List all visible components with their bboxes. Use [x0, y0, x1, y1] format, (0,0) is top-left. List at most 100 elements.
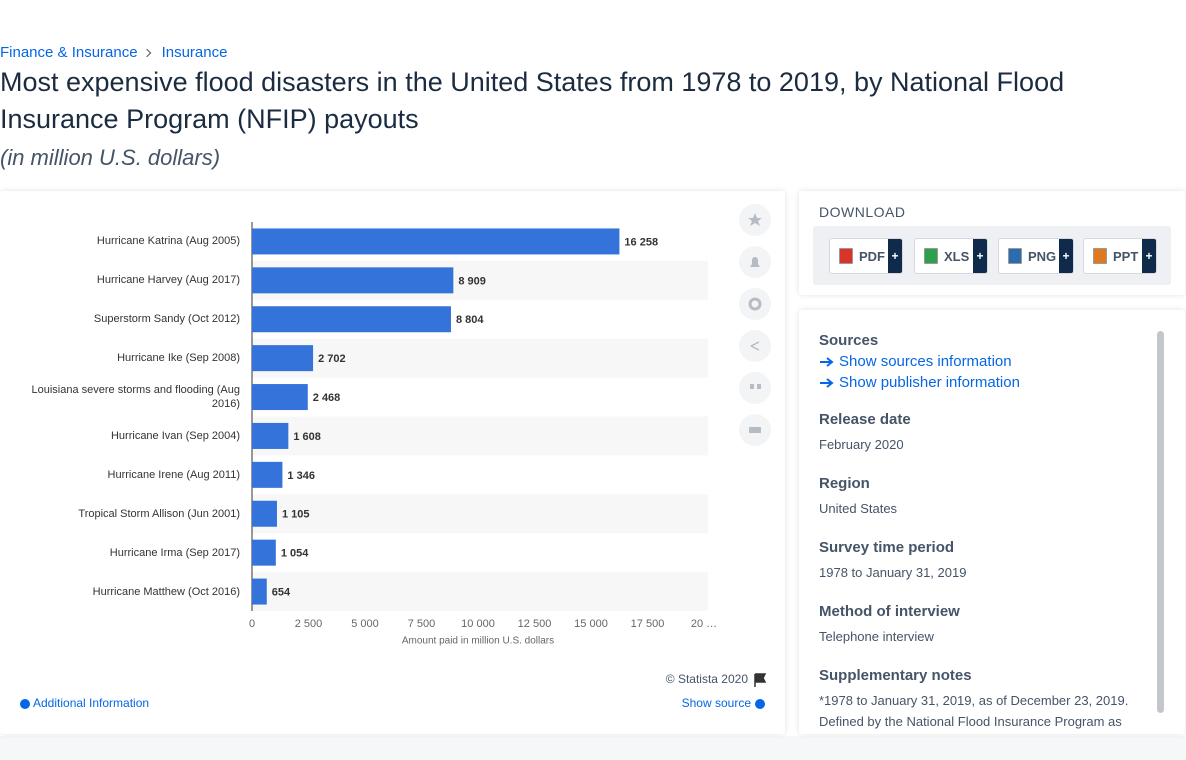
- arrow-icon: [820, 377, 834, 388]
- data-label: 1 054: [281, 548, 309, 560]
- breadcrumb-link[interactable]: Finance & Insurance: [0, 44, 138, 61]
- x-tick-label: 10 000: [461, 618, 495, 630]
- bar: [252, 500, 277, 527]
- detail-value: Telephone interview: [819, 629, 934, 644]
- arrow-icon: [820, 377, 834, 388]
- download-title: DOWNLOAD: [819, 204, 906, 220]
- show-source-link[interactable]: Show source: [682, 696, 752, 710]
- category-label: Louisiana severe storms and flooding (Au…: [31, 384, 240, 411]
- breadcrumb: Finance & Insurance Insurance: [0, 44, 227, 61]
- cite-button[interactable]: [739, 372, 771, 404]
- bar: [252, 422, 289, 449]
- gear-icon: [748, 297, 762, 311]
- detail-value: United States: [819, 501, 898, 516]
- chart-card: 16 258 8 909 8 804 2 702 2 468 1 608 1 346 1 10…: [0, 191, 785, 734]
- settings-button[interactable]: [739, 288, 771, 320]
- data-label: 8 909: [458, 275, 486, 287]
- quote-icon: [750, 384, 754, 389]
- format-label: PDF: [859, 248, 885, 264]
- download-button[interactable]: XLS +: [914, 238, 988, 274]
- bar: [252, 461, 283, 488]
- source-link-text[interactable]: Show publisher information: [839, 374, 1020, 391]
- source-link-text[interactable]: Show sources information: [839, 353, 1012, 370]
- detail-value: February 2020: [819, 437, 904, 452]
- format-label: XLS: [944, 248, 970, 264]
- download-button[interactable]: PDF +: [829, 238, 903, 274]
- category-label: Tropical Storm Allison (Jun 2001): [78, 507, 240, 520]
- bar: [252, 345, 314, 372]
- info-icon: [755, 699, 765, 709]
- detail-label: Method of interview: [819, 603, 960, 620]
- details: Sources Show sources information Show pub…: [819, 332, 1134, 734]
- x-tick-label: 15 000: [574, 618, 608, 630]
- print-icon: [749, 427, 761, 433]
- x-tick-label: 2 500: [295, 618, 323, 630]
- plot-area: 16 258 8 909 8 804 2 702 2 468 1 608 1 346 1 10…: [249, 222, 717, 647]
- row-stripe: [252, 572, 708, 611]
- more-button[interactable]: +: [888, 239, 902, 273]
- more-button[interactable]: +: [973, 239, 987, 273]
- detail-label: Supplementary notes: [819, 667, 972, 684]
- file-icon: [924, 248, 938, 264]
- data-label: 8 804: [456, 314, 484, 326]
- x-tick-label: 12 500: [518, 618, 552, 630]
- scrollbar[interactable]: [1157, 331, 1164, 713]
- quote-icon: [757, 384, 761, 389]
- row-stripe: [252, 494, 708, 534]
- more-button[interactable]: +: [1142, 239, 1156, 273]
- x-tick-label: 0: [249, 618, 255, 630]
- detail-items: Release date February 2020 Region United St…: [819, 411, 1134, 734]
- file-icon: [839, 248, 853, 264]
- row-stripe: [252, 338, 708, 378]
- flag-icon[interactable]: [754, 673, 767, 687]
- data-label: 1 608: [293, 431, 321, 443]
- category-label: Hurricane Irma (Sep 2017): [109, 546, 240, 559]
- more-button[interactable]: +: [1059, 239, 1073, 273]
- data-label: 16 258: [624, 236, 658, 248]
- category-label: Hurricane Matthew (Oct 2016): [92, 585, 240, 598]
- download-card: DOWNLOAD PDF + XLS + PNG + PPT +: [799, 191, 1185, 295]
- data-label: 1 346: [287, 470, 315, 482]
- source-link[interactable]: Show publisher information: [819, 374, 1134, 391]
- data-label: 654: [272, 586, 291, 598]
- info-icon: [20, 699, 30, 709]
- data-label: 2 468: [313, 392, 341, 404]
- x-tick-label: 7 500: [408, 618, 436, 630]
- page-subtitle: (in million U.S. dollars): [0, 145, 221, 170]
- page-title: Most expensive flood disasters in the Un…: [0, 67, 1065, 134]
- share-button[interactable]: [739, 330, 771, 362]
- download-button[interactable]: PNG +: [998, 238, 1074, 274]
- category-label: Hurricane Irene (Aug 2011): [107, 468, 240, 481]
- category-label: Superstorm Sandy (Oct 2012): [93, 313, 240, 326]
- copyright: © Statista 2020: [666, 672, 749, 686]
- bar: [252, 267, 454, 294]
- bell-icon: [750, 257, 760, 267]
- category-label: Hurricane Ivan (Sep 2004): [110, 429, 240, 442]
- chart: 16 258 8 909 8 804 2 702 2 468 1 608 1 346 1 10…: [20, 204, 771, 710]
- bar: [252, 384, 308, 411]
- detail-label: Survey time period: [819, 539, 955, 556]
- breadcrumb-link[interactable]: Insurance: [161, 44, 228, 61]
- bar: [252, 228, 620, 255]
- format-label: PNG: [1028, 248, 1057, 264]
- toolbar: [739, 204, 771, 446]
- category-label: Hurricane Katrina (Aug 2005): [96, 235, 240, 248]
- bar: [252, 539, 276, 566]
- details-card: Sources Show sources information Show pub…: [799, 310, 1185, 734]
- detail-value: 1978 to January 31, 2019: [819, 565, 967, 580]
- detail-value: *1978 to January 31, 2019, as of Decembe…: [819, 693, 1129, 729]
- sources-heading: Sources: [819, 332, 879, 349]
- background-band: [0, 736, 1186, 760]
- detail-label: Region: [819, 475, 870, 492]
- x-axis-title: Amount paid in million U.S. dollars: [402, 636, 554, 647]
- additional-info-link[interactable]: Additional Information: [33, 696, 149, 710]
- row-stripe: [252, 416, 708, 456]
- arrow-icon: [820, 356, 834, 367]
- bar: [252, 578, 267, 605]
- x-tick-label: 20 …: [691, 618, 717, 630]
- arrow-icon: [820, 356, 834, 367]
- source-link[interactable]: Show sources information: [819, 353, 1134, 370]
- category-label: Hurricane Harvey (Aug 2017): [96, 274, 240, 287]
- download-button[interactable]: PPT +: [1083, 238, 1157, 274]
- share-icon: [750, 341, 760, 351]
